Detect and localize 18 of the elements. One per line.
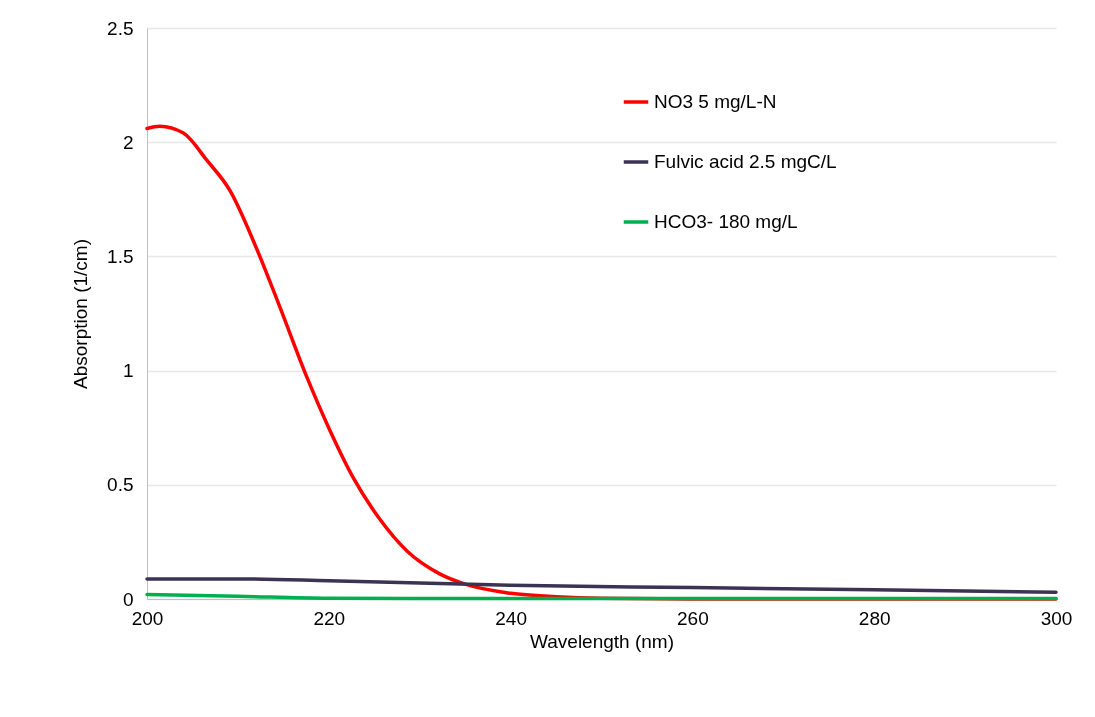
y-tick-label: 0 [122, 588, 134, 610]
x-tick-label: 240 [495, 607, 527, 629]
legend-label: NO3 5 mg/L-N [654, 91, 777, 112]
y-tick-label: 2 [122, 131, 134, 153]
y-tick-label: 0.5 [107, 474, 134, 496]
x-tick-label: 260 [677, 607, 709, 629]
y-tick-label: 1.5 [107, 245, 134, 267]
x-tick-label: 300 [1040, 607, 1073, 629]
legend-label: Fulvic acid 2.5 mgC/L [654, 151, 837, 172]
x-tick-label: 280 [858, 607, 891, 629]
legend-label: HCO3- 180 mg/L [654, 211, 798, 232]
y-tick-label: 1 [122, 360, 134, 382]
x-tick-label: 220 [313, 607, 346, 629]
y-axis-title: Absorption (1/cm) [70, 239, 92, 389]
y-tick-label: 2.5 [107, 17, 134, 39]
x-tick-label: 200 [131, 607, 164, 629]
line-series [145, 577, 1058, 594]
x-axis-title: Wavelength (nm) [530, 630, 674, 652]
